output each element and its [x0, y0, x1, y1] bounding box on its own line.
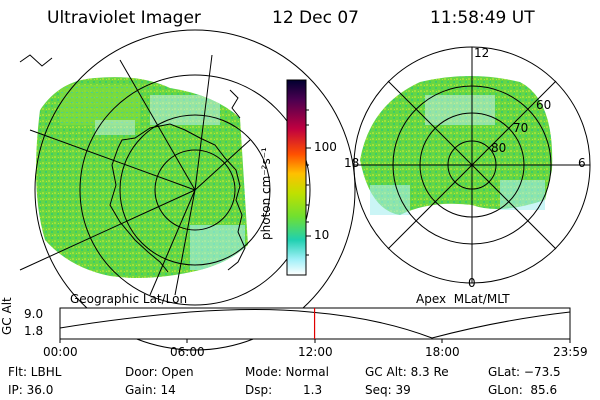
polar-grid	[353, 46, 591, 284]
filter-info: Flt: LBHL	[8, 365, 62, 379]
polar-image	[360, 76, 553, 215]
timeline-xtick-0000: 00:00	[43, 345, 78, 359]
time-label: 11:58:49 UT	[430, 8, 535, 28]
geographic-grid	[19, 29, 356, 351]
gain-info: Gain: 14	[125, 383, 176, 397]
polar-caption: Apex MLat/MLT	[416, 292, 510, 306]
instrument-title: Ultraviolet Imager	[47, 8, 201, 28]
timeline-xtick-0600: 06:00	[170, 345, 205, 359]
dsp-label: Dsp:	[245, 383, 273, 397]
colorbar-gradient	[286, 79, 307, 276]
coastline	[19, 54, 246, 273]
geographic-image	[36, 77, 248, 278]
gcalt-info: GC Alt: 8.3 Re	[365, 365, 449, 379]
mlt-label-0: 0	[468, 276, 476, 290]
timeline-ytick-bottom: 1.8	[24, 324, 44, 338]
mlt-label-18: 18	[344, 156, 360, 170]
mlt-label-12: 12	[474, 46, 490, 60]
colorbar-unit-label: photon cm⁻²s⁻¹	[259, 147, 273, 240]
date-label: 12 Dec 07	[272, 8, 359, 28]
mlat-label-80: 80	[491, 141, 507, 155]
seq-info: Seq: 39	[365, 383, 411, 397]
timeline-ticks	[59, 339, 571, 343]
timeline-ylabel: GC Alt	[0, 297, 14, 335]
ip-info: IP: 36.0	[8, 383, 54, 397]
timeline-xtick-2359: 23:59	[553, 345, 588, 359]
geographic-caption: Geographic Lat/Lon	[70, 292, 188, 306]
glat-info: GLat: −73.5	[488, 365, 561, 379]
mlt-label-6: 6	[578, 156, 586, 170]
mlat-label-70: 70	[513, 121, 529, 135]
dsp-value: 1.3	[303, 383, 323, 397]
mlat-label-60: 60	[536, 98, 552, 112]
glon-info: GLon: 85.6	[488, 383, 558, 397]
colorbar-tick-10: 10	[314, 228, 330, 242]
timeline-xtick-1800: 18:00	[425, 345, 460, 359]
door-info: Door: Open	[125, 365, 194, 379]
colorbar-ticks	[306, 109, 311, 256]
mode-info: Mode: Normal	[245, 365, 329, 379]
orbit-altitude-curve	[59, 309, 571, 339]
timeline-ytick-top: 9.0	[24, 307, 44, 321]
colorbar-tick-100: 100	[314, 140, 337, 154]
timeline-xtick-1200: 12:00	[298, 345, 333, 359]
